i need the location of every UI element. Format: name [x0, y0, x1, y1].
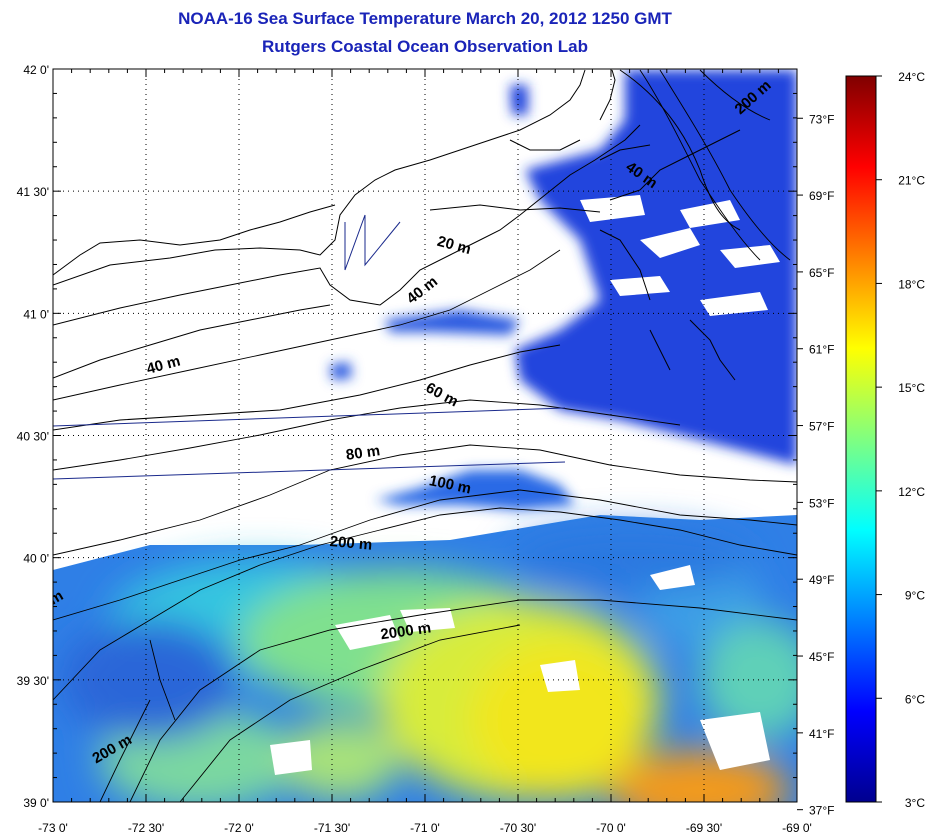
lon-tick-label: -72 0': [224, 821, 254, 835]
lon-tick-label: -70 30': [500, 821, 536, 835]
depth-contour-label: 80 m: [345, 442, 381, 464]
graticule: [53, 69, 797, 802]
track-lines: [53, 214, 566, 480]
c-tick-label: 6°C: [905, 692, 925, 706]
lat-tick-label: 39 0': [23, 796, 49, 810]
f-tick-label: 49°F: [809, 573, 834, 587]
map-subtitle: Rutgers Coastal Ocean Observation Lab: [262, 37, 588, 56]
f-tick-label: 53°F: [809, 496, 834, 510]
lat-tick-label: 42 0': [23, 63, 49, 77]
c-tick-label: 15°C: [898, 381, 925, 395]
f-tick-label: 73°F: [809, 112, 834, 126]
lon-tick-label: -73 0': [38, 821, 68, 835]
lat-tick-label: 40 0': [23, 552, 49, 566]
c-tick-label: 9°C: [905, 589, 925, 603]
lat-tick-label: 41 0': [23, 307, 49, 321]
lat-tick-label: 39 30': [17, 674, 49, 688]
depth-contours: [53, 69, 797, 802]
f-tick-label: 45°F: [809, 650, 834, 664]
map-axes: 42 0' 41 30' 41 0' 40 30' 40 0' 39 30' 39 0' -7…: [17, 63, 835, 835]
c-tick-label: 21°C: [898, 174, 925, 188]
c-tick-label: 24°C: [898, 70, 925, 84]
lat-tick-label: 40 30': [17, 430, 49, 444]
depth-contour-label: 200 m: [329, 533, 373, 554]
sst-gradient-blobs: [60, 530, 797, 802]
colorbar-ticks: 24°C 21°C 18°C 15°C 12°C 9°C 6°C 3°C: [876, 70, 925, 810]
f-tick-label: 37°F: [809, 804, 834, 818]
cloud-mask: [270, 195, 780, 775]
coastline: [53, 69, 741, 431]
map-title: NOAA-16 Sea Surface Temperature March 20…: [178, 9, 672, 28]
lat-tick-label: 41 30': [17, 185, 49, 199]
c-tick-label: 3°C: [905, 796, 925, 810]
c-tick-label: 12°C: [898, 485, 925, 499]
sst-field-south: [53, 515, 797, 802]
f-tick-label: 69°F: [809, 189, 834, 203]
lon-tick-label: -69 0': [782, 821, 812, 835]
c-tick-label: 18°C: [898, 277, 925, 291]
f-tick-label: 65°F: [809, 266, 834, 280]
lon-tick-label: -70 0': [596, 821, 626, 835]
colorbar: [845, 75, 877, 803]
lon-tick-label: -69 30': [686, 821, 722, 835]
f-tick-label: 61°F: [809, 343, 834, 357]
lon-tick-label: -71 30': [314, 821, 350, 835]
depth-contour-label: 2000 m: [379, 619, 432, 643]
f-tick-label: 41°F: [809, 727, 834, 741]
lon-tick-label: -72 30': [128, 821, 164, 835]
f-tick-label: 57°F: [809, 420, 834, 434]
lon-tick-label: -71 0': [410, 821, 440, 835]
